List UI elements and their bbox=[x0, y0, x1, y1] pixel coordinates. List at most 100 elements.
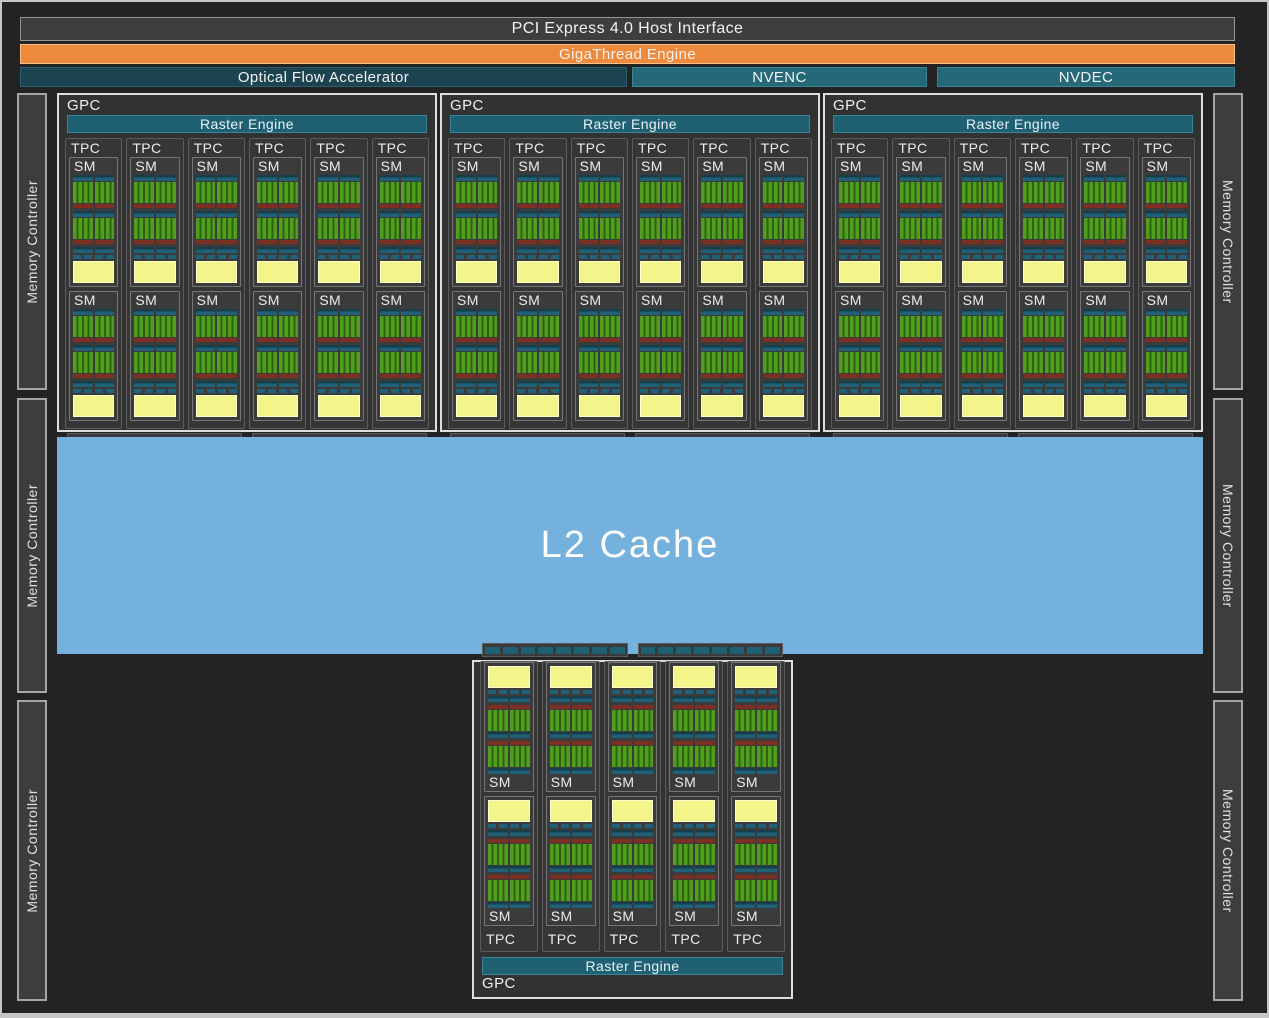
sm-cache-bar bbox=[549, 696, 592, 702]
sm-red-bar bbox=[900, 204, 942, 208]
teal-cell bbox=[156, 247, 176, 253]
sm-cache-bar bbox=[735, 830, 777, 836]
tpc-block: TPC SM SM bbox=[831, 138, 889, 429]
sm-red-bar bbox=[701, 374, 743, 378]
red-cell bbox=[961, 338, 982, 342]
green-core-cell bbox=[1167, 218, 1187, 239]
sm-scheduler-bar bbox=[1084, 345, 1126, 351]
sm-yellow-block bbox=[488, 800, 530, 822]
sm-processing-partition bbox=[318, 175, 360, 208]
teal-cell bbox=[578, 247, 599, 253]
teal-cell bbox=[94, 175, 115, 181]
teal-cell bbox=[961, 175, 982, 181]
teal-cell bbox=[839, 309, 859, 315]
teal-dash bbox=[572, 824, 581, 828]
green-core-cell bbox=[488, 880, 508, 901]
red-cell bbox=[578, 204, 599, 208]
teal-dash bbox=[784, 255, 793, 259]
tpc-label: TPC bbox=[377, 140, 407, 156]
teal-dash bbox=[217, 255, 226, 259]
red-cell bbox=[1167, 374, 1187, 378]
sm-dash-row bbox=[900, 255, 942, 259]
sm-red-bar bbox=[639, 240, 682, 244]
sm-cache-bar bbox=[379, 247, 421, 253]
sm-core-array bbox=[379, 352, 421, 373]
sm-scheduler-bar bbox=[839, 211, 881, 217]
sm-dash-row bbox=[701, 389, 743, 393]
green-core-cell bbox=[839, 218, 859, 239]
red-cell bbox=[401, 240, 421, 244]
teal-cell bbox=[695, 830, 716, 836]
green-core-cell bbox=[1022, 352, 1043, 373]
teal-dash bbox=[634, 690, 643, 694]
sm-red-bar bbox=[701, 240, 743, 244]
green-core-cell bbox=[549, 710, 570, 731]
green-core-cell bbox=[549, 746, 570, 767]
sm-red-bar bbox=[839, 374, 881, 378]
tpc-block: TPC SM SM bbox=[631, 138, 690, 429]
sm-block: SM bbox=[513, 291, 563, 421]
sm-dash-row bbox=[134, 255, 176, 259]
sm-red-bar bbox=[578, 338, 620, 342]
sm-red-bar bbox=[318, 240, 360, 244]
sm-dash-row bbox=[195, 255, 237, 259]
sm-cache-bar bbox=[73, 381, 115, 387]
sm-label: SM bbox=[196, 292, 219, 308]
sm-scheduler-bar bbox=[839, 345, 881, 351]
tpc-block: TPC SM SM bbox=[570, 138, 628, 429]
green-core-cell bbox=[1167, 352, 1187, 373]
green-core-cell bbox=[94, 352, 115, 373]
green-core-cell bbox=[722, 218, 743, 239]
teal-segment bbox=[658, 646, 674, 654]
red-cell bbox=[339, 374, 360, 378]
teal-dash bbox=[561, 824, 570, 828]
red-cell bbox=[456, 338, 476, 342]
green-core-cell bbox=[1105, 182, 1126, 203]
teal-cell bbox=[722, 381, 743, 387]
green-core-cell bbox=[701, 352, 721, 373]
teal-cell bbox=[762, 309, 783, 315]
teal-dash bbox=[611, 690, 620, 694]
teal-dash bbox=[795, 255, 804, 259]
green-core-cell bbox=[701, 316, 721, 337]
red-cell bbox=[578, 338, 599, 342]
sm-core-array bbox=[256, 218, 299, 239]
sm-red-bar bbox=[134, 240, 176, 244]
sm-processing-partition bbox=[735, 875, 777, 908]
sm-scheduler-bar bbox=[195, 345, 237, 351]
red-cell bbox=[318, 374, 338, 378]
red-cell bbox=[488, 705, 508, 709]
sm-core-array bbox=[549, 746, 592, 767]
sm-scheduler-bar bbox=[673, 866, 716, 872]
sm-internal-stack bbox=[961, 309, 1003, 417]
red-cell bbox=[94, 374, 115, 378]
teal-cell bbox=[673, 866, 694, 872]
red-cell bbox=[318, 204, 338, 208]
teal-cell bbox=[661, 345, 682, 351]
sm-core-array bbox=[611, 746, 654, 767]
teal-cell bbox=[983, 309, 1003, 315]
sm-red-bar bbox=[488, 741, 530, 745]
tpc-row: TPC SM SM bbox=[65, 138, 429, 429]
red-cell bbox=[1022, 374, 1043, 378]
red-cell bbox=[1145, 240, 1166, 244]
teal-cell bbox=[549, 696, 570, 702]
teal-cell bbox=[639, 381, 660, 387]
green-core-cell bbox=[611, 710, 632, 731]
teal-dash bbox=[701, 389, 710, 393]
sm-dash-row bbox=[318, 389, 360, 393]
teal-cell bbox=[488, 732, 508, 738]
teal-dash bbox=[390, 389, 399, 393]
sm-processing-partition bbox=[456, 211, 498, 244]
red-cell bbox=[401, 338, 421, 342]
sm-scheduler-bar bbox=[578, 309, 620, 315]
green-core-cell bbox=[156, 182, 176, 203]
sm-red-bar bbox=[762, 240, 804, 244]
sm-label: SM bbox=[518, 292, 541, 308]
green-core-cell bbox=[217, 182, 237, 203]
sm-core-array bbox=[318, 352, 360, 373]
sm-dash-row bbox=[549, 824, 592, 828]
sm-processing-partition bbox=[488, 741, 530, 774]
teal-cell bbox=[983, 381, 1003, 387]
sm-scheduler-bar bbox=[900, 175, 942, 181]
